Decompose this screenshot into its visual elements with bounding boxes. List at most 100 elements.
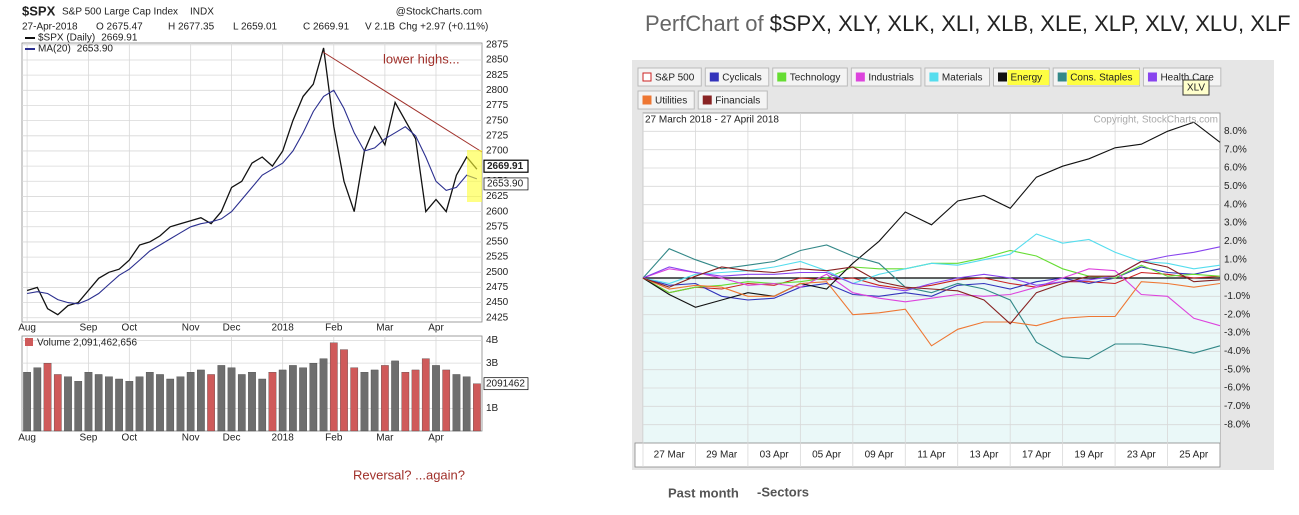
y-tick-label: 2450 [486, 297, 509, 308]
series-line [642, 277, 1221, 347]
last-value-label: 2669.91 [487, 161, 524, 172]
y-tick-label: 3.0% [1224, 218, 1247, 229]
volume-bar [217, 365, 226, 432]
volume-bar [186, 372, 195, 432]
legend-swatch [855, 72, 865, 82]
y-tick-label: -8.0% [1224, 419, 1250, 430]
x-tick-label: Sep [80, 323, 98, 334]
tooltip-box [1182, 79, 1210, 96]
x-tick-label: Aug [18, 433, 36, 444]
volume-bar [43, 362, 52, 432]
chart-title-prefix: PerfChart of [645, 11, 764, 36]
quote-field: C 2669.91 [303, 22, 350, 33]
plot-area [21, 42, 483, 323]
volume-bar [462, 376, 471, 432]
volume-bar [115, 378, 123, 432]
legend-swatch [25, 338, 33, 346]
legend-button[interactable] [924, 67, 990, 87]
y-tick-label: 0.0% [1224, 273, 1247, 284]
volume-bar [156, 374, 164, 432]
y-tick-label: 4B [486, 335, 499, 346]
legend-label[interactable]: Cyclicals [722, 73, 761, 84]
legend-value: 2669.91 [101, 33, 138, 44]
chart-title: Volume 2,091,462,656 [37, 338, 138, 349]
legend-label[interactable]: Technology [790, 73, 841, 84]
quote-field: O 2675.47 [96, 22, 143, 33]
volume-bar [176, 376, 185, 432]
chart-subtitle: S&P 500 Large Cap Index [62, 7, 178, 18]
series-line [642, 268, 1221, 327]
legend-button[interactable] [704, 67, 770, 87]
y-tick-label: 6.0% [1224, 163, 1247, 174]
y-tick-label: 2875 [486, 39, 509, 50]
volume-bar [350, 367, 359, 432]
volume-bar [227, 367, 236, 432]
legend-button[interactable] [697, 90, 768, 110]
legend-label: $SPX (Daily) [38, 33, 95, 44]
x-tick-label: Mar [376, 433, 394, 444]
x-tick-label: Dec [223, 433, 241, 444]
legend-label: MA(20) [38, 44, 71, 55]
exchange: INDX [190, 7, 214, 18]
volume-bar [125, 381, 134, 432]
y-tick-label: 2700 [486, 146, 509, 157]
y-tick-label: -2.0% [1224, 309, 1250, 320]
legend-swatch [702, 95, 712, 105]
y-tick-label: 7.0% [1224, 144, 1247, 155]
y-tick-label: 2475 [486, 282, 509, 293]
volume-bar [278, 369, 287, 432]
quote-field: H 2677.35 [168, 22, 215, 33]
x-axis-strip [634, 442, 1221, 468]
y-tick-label: -3.0% [1224, 328, 1250, 339]
annotation: lower highs... [383, 51, 460, 66]
volume-bar [421, 358, 430, 432]
chart-title: $SPX [22, 3, 56, 18]
highlight [467, 150, 482, 202]
x-tick-label: 03 Apr [760, 450, 790, 461]
legend-button[interactable] [637, 67, 702, 87]
y-tick-label: 2725 [486, 130, 509, 141]
volume-bar [135, 376, 144, 432]
legend-label[interactable]: Materials [942, 73, 983, 84]
y-tick-label: 3B [486, 358, 499, 369]
y-tick-label: 2500 [486, 267, 509, 278]
charts: 2425245024752500252525502575260026252650… [18, 3, 1290, 500]
volume-bar [268, 372, 277, 432]
legend-button[interactable] [637, 90, 695, 110]
legend-label[interactable]: Industrials [868, 73, 914, 84]
last-value-tag [483, 177, 529, 191]
x-tick-label: 17 Apr [1022, 450, 1052, 461]
legend-swatch [998, 72, 1007, 82]
legend-label[interactable]: S&P 500 [655, 73, 695, 84]
x-tick-label: 29 Mar [706, 450, 738, 461]
legend-label[interactable]: Financials [715, 96, 760, 107]
quote-field: V 2.1B [365, 22, 395, 33]
series-line [27, 89, 478, 305]
legend-label[interactable]: Utilities [655, 96, 687, 107]
negative-area [643, 278, 1220, 443]
series-line [642, 233, 1221, 285]
x-tick-label: 23 Apr [1127, 450, 1157, 461]
last-value-label: 2653.90 [487, 179, 524, 190]
volume-bar [23, 372, 31, 432]
y-tick-label: 2775 [486, 100, 509, 111]
annotation: Reversal? ...again? [353, 467, 465, 482]
volume-bar [289, 365, 297, 432]
legend-value: 2653.90 [77, 44, 114, 55]
legend-button[interactable] [850, 67, 922, 87]
x-tick-label: Oct [122, 433, 138, 444]
y-tick-label: 1.0% [1224, 254, 1247, 265]
volume-bar [166, 378, 175, 432]
legend-label[interactable]: Cons. Staples [1070, 73, 1132, 84]
date-range: 27 March 2018 - 27 April 2018 [645, 115, 779, 126]
series-line [642, 121, 1221, 308]
y-tick-label: 2600 [486, 206, 509, 217]
x-tick-label: 27 Mar [654, 450, 686, 461]
legend-button[interactable] [772, 67, 848, 87]
caption: Past month [668, 485, 739, 500]
legend-label[interactable]: Health Care [1160, 73, 1214, 84]
legend-highlight [1007, 70, 1050, 85]
legend-label[interactable]: Energy [1011, 73, 1043, 84]
y-tick-label: 2425 [486, 312, 509, 323]
